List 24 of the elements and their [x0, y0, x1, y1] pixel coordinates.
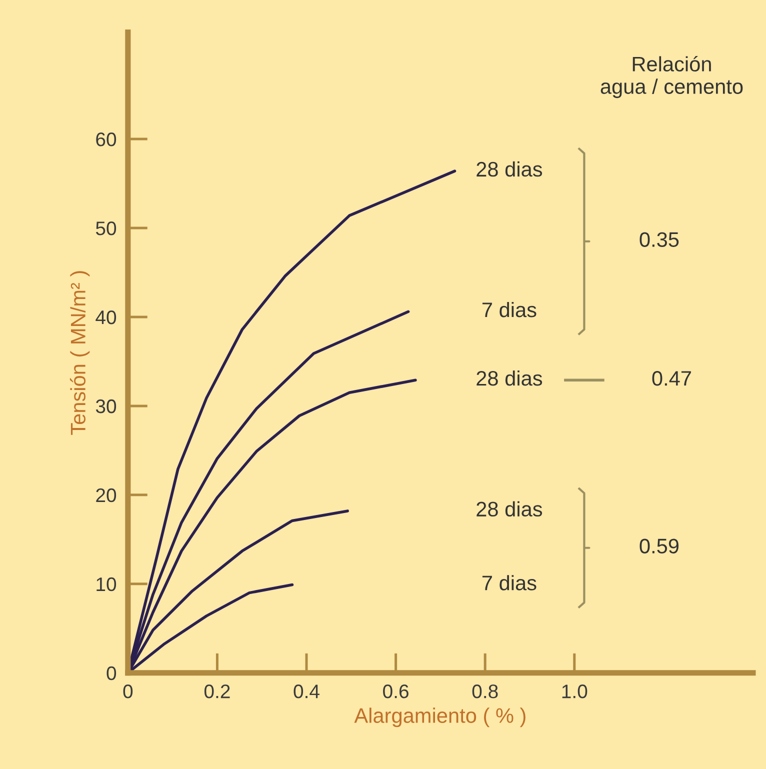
y-tick-label: 30 [96, 399, 116, 414]
y-tick-label: 10 [96, 577, 116, 592]
text: 28 dias [476, 501, 542, 517]
x-tick-label: 0.2 [204, 684, 230, 698]
x-tick-label: 0 [123, 684, 133, 698]
x-axis-title: Alargamiento ( % ) [354, 708, 526, 728]
annotation: 0.59 [640, 538, 679, 554]
x-tick-label: 1.0 [562, 684, 588, 698]
y-axis-title: Tensión ( MN/m² ) [70, 271, 90, 435]
annotation: Relación agua / cemento [600, 56, 743, 98]
x-tick-label: 0.8 [472, 684, 498, 698]
y-tick-label: 0 [106, 666, 116, 680]
text: 7 dias [482, 302, 536, 318]
y-tick-label: 60 [96, 132, 116, 146]
x-tick-label: 0.4 [294, 684, 320, 698]
y-tick-label: 50 [96, 222, 116, 236]
text: 28 dias [476, 370, 542, 386]
annotation: 0.47 [652, 371, 691, 386]
x-tick-label: 0.6 [383, 684, 408, 698]
text: 7 dias [482, 575, 536, 590]
y-tick-label: 40 [96, 310, 116, 324]
annotation: 0.35 [640, 232, 679, 247]
series-label: 28 dias [476, 161, 542, 177]
y-tick-label: 20 [96, 488, 116, 502]
